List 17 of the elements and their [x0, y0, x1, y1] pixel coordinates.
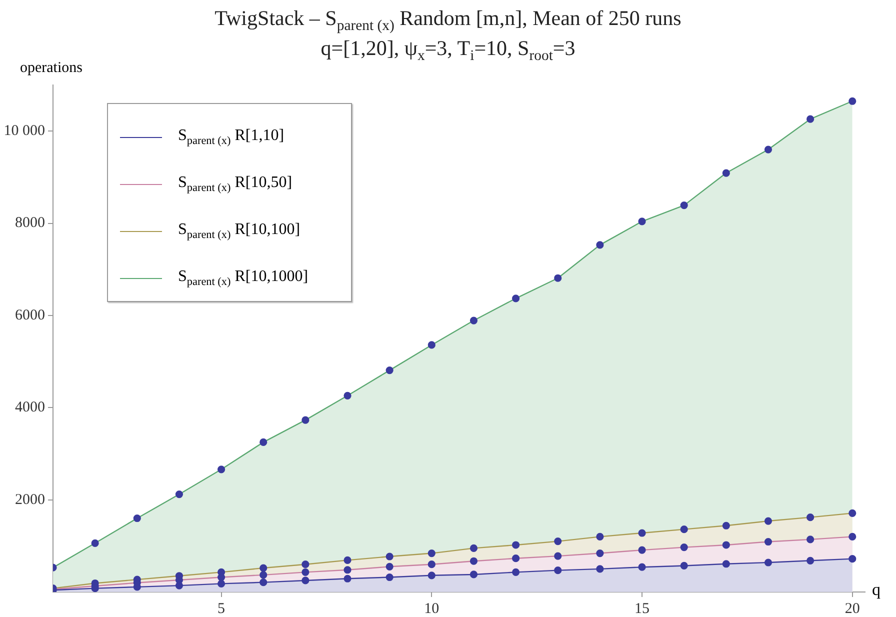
chart-subtitle: q=[1,20], ψ$_{x}$=3, T$_{i}$=10, S$_{root}$=3: [320, 36, 576, 64]
x-tick-label: 20: [844, 600, 860, 617]
y-tick-label: 10 000: [4, 123, 45, 140]
x-tick-label: 15: [634, 600, 650, 617]
legend-label: S$_{parent (x)}$ R[10,50]: [178, 174, 292, 195]
y-tick-label: 4000: [15, 400, 45, 416]
chart-title: TwigStack – S$_{parent (x)}$ Random [m,n], Mean of 250 runs: [214, 6, 682, 36]
x-tick-label: 5: [218, 600, 226, 617]
legend-label: S$_{parent (x)}$ R[10,1000]: [178, 268, 308, 289]
legend-label: S$_{parent (x)}$ R[1,10]: [178, 127, 284, 148]
legend-label: S$_{parent (x)}$ R[10,100]: [178, 221, 300, 242]
y-tick-label: 2000: [15, 492, 45, 508]
x-axis-title: q: [872, 580, 880, 600]
y-tick-label: 6000: [15, 307, 45, 324]
y-axis-title: operations: [20, 60, 82, 77]
x-tick-label: 10: [424, 600, 440, 617]
y-tick-label: 8000: [15, 215, 45, 232]
